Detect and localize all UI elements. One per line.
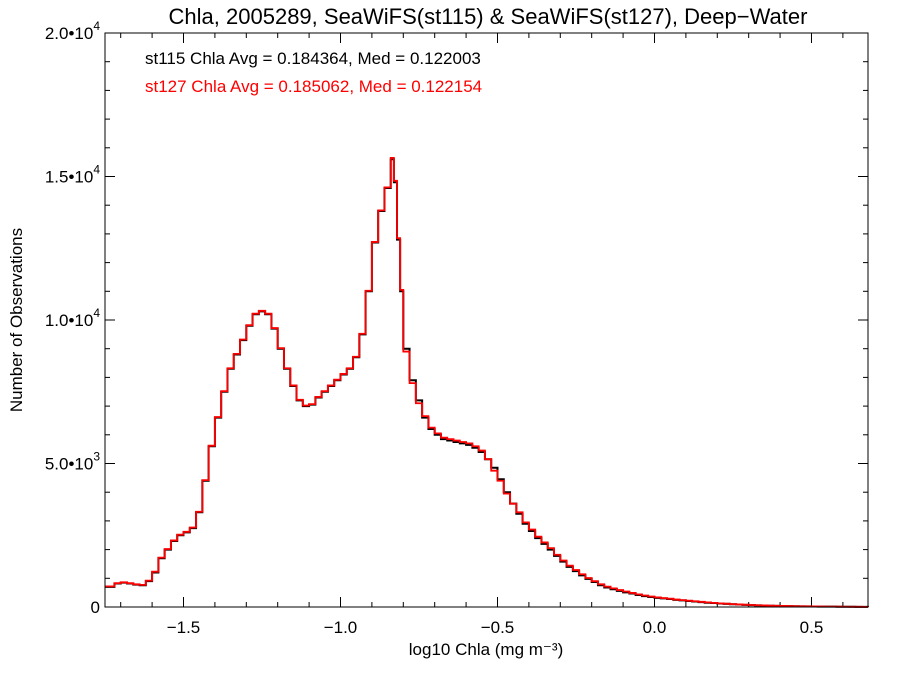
annotation-st127: st127 Chla Avg = 0.185062, Med = 0.12215… — [145, 77, 482, 96]
y-tick-label: 0 — [91, 598, 100, 617]
chart-title: Chla, 2005289, SeaWiFS(st115) & SeaWiFS(… — [169, 4, 808, 29]
plot-frame — [104, 32, 869, 608]
y-tick-labels: 0 5.0•103 1.0•104 1.5•104 2.0•104 — [45, 19, 101, 617]
histogram-series-1 — [105, 156, 869, 608]
series-layer — [105, 156, 869, 608]
x-axis-label: log10 Chla (mg m⁻³) — [409, 640, 563, 659]
y-tick-label: 1.0•104 — [45, 306, 101, 330]
y-tick-label: 1.5•104 — [45, 163, 101, 187]
x-tick-labels: −1.5 −1.0 −0.5 0.0 0.5 — [167, 618, 824, 637]
y-axis-label: Number of Observations — [7, 228, 26, 412]
x-tick-label: −0.5 — [481, 618, 515, 637]
y-tick-label: 5.0•103 — [45, 450, 101, 474]
histogram-series-0 — [105, 158, 869, 608]
annotation-st115: st115 Chla Avg = 0.184364, Med = 0.12200… — [145, 49, 481, 68]
x-tick-label: 0.0 — [643, 618, 667, 637]
axis-ticks — [105, 32, 868, 608]
y-tick-label: 2.0•104 — [45, 19, 101, 43]
x-tick-label: 0.5 — [800, 618, 824, 637]
x-tick-label: −1.0 — [324, 618, 358, 637]
x-tick-label: −1.5 — [167, 618, 201, 637]
